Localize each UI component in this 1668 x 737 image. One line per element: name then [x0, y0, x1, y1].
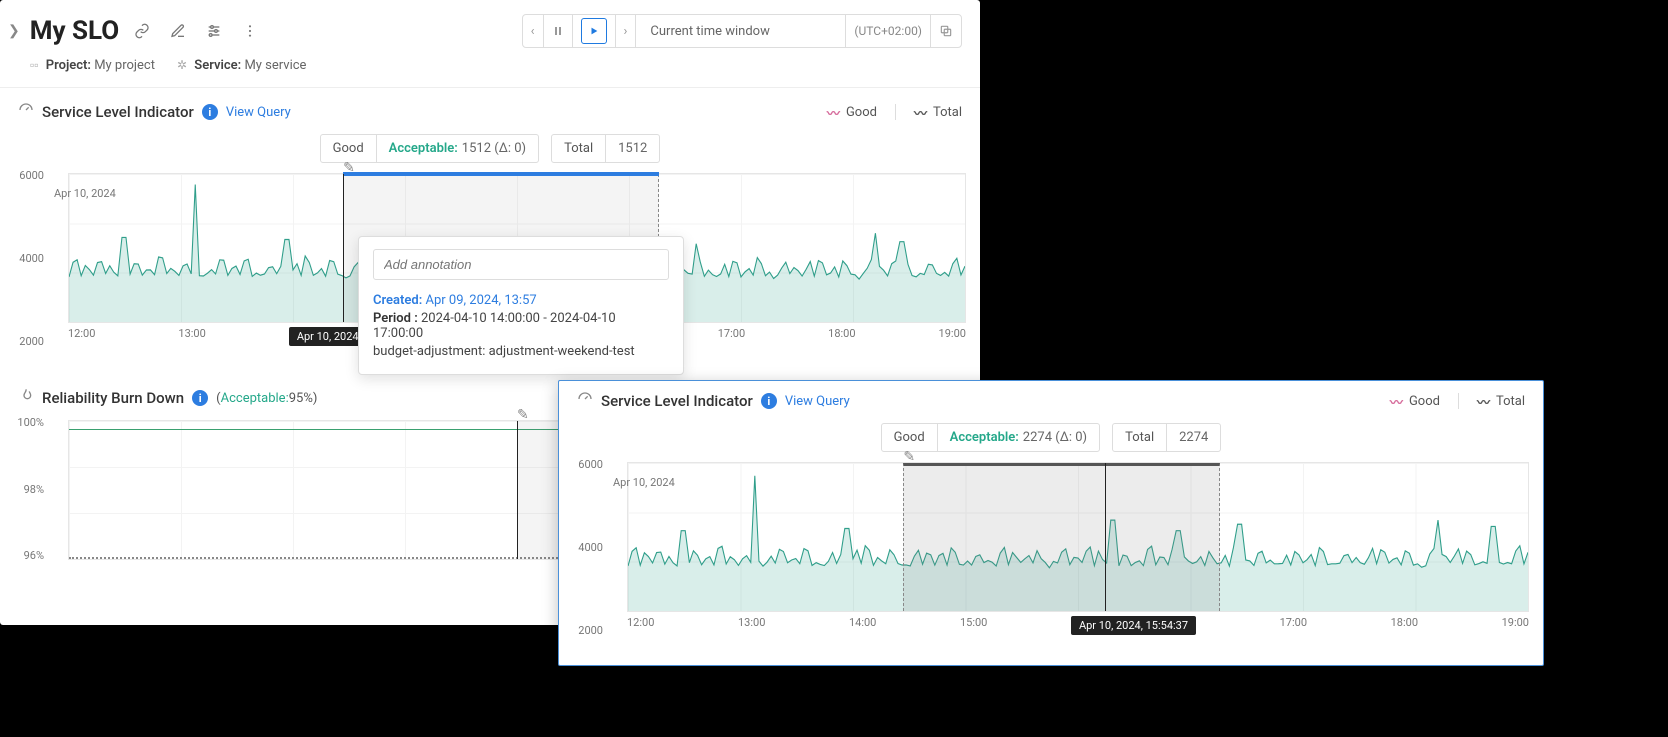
overlay-yaxis: 600040002000: [559, 456, 609, 639]
overlay-date-line: Apr 10, 2024: [613, 476, 675, 489]
gauge-icon: [577, 391, 593, 411]
page-title: My SLO: [30, 16, 120, 46]
selection-band[interactable]: [903, 463, 1220, 611]
burn-yaxis: 100%98%96%: [0, 414, 50, 564]
service-meta: ✲ Service: My service: [177, 58, 306, 73]
project-icon: ▫▫: [30, 58, 39, 72]
annotation-budget: budget-adjustment: adjustment-weekend-te…: [373, 344, 669, 359]
overlay-section-title: Service Level Indicator: [601, 392, 753, 410]
page-header: ❯ My SLO ‹ › Current time window: [0, 0, 980, 52]
legend-good[interactable]: Good: [1390, 392, 1440, 411]
time-next-button[interactable]: ›: [616, 15, 637, 47]
time-controls: ‹ › Current time window (UTC+02:00): [522, 14, 962, 48]
annotation-popover: Created: Apr 09, 2024, 13:57 Period : 20…: [358, 236, 684, 375]
pill-good[interactable]: Good: [321, 135, 377, 162]
utc-label: (UTC+02:00): [846, 15, 931, 47]
collapse-chevron-icon[interactable]: ❯: [8, 23, 20, 39]
info-icon[interactable]: i: [202, 104, 218, 120]
legend-total[interactable]: Total: [914, 103, 962, 122]
settings-sliders-icon[interactable]: [201, 18, 227, 44]
pill-acceptable[interactable]: Acceptable: 2274 (Δ: 0): [938, 424, 1099, 451]
annotation-created: Created: Apr 09, 2024, 13:57: [373, 293, 669, 308]
chart-cursor[interactable]: [1105, 463, 1106, 611]
chart-cursor[interactable]: [343, 174, 344, 322]
overlay-panel: Service Level Indicator i View Query Goo…: [558, 380, 1544, 666]
legend-total[interactable]: Total: [1477, 392, 1525, 411]
edit-icon[interactable]: [165, 18, 191, 44]
pill-total-value: 1512: [606, 135, 659, 162]
project-meta: ▫▫ Project: My project: [30, 58, 155, 73]
more-menu-icon[interactable]: [237, 18, 263, 44]
overlay-xaxis: 12:0013:0014:0015:00Apr 10, 2024, 15:54:…: [627, 612, 1529, 635]
sli-date-line: Apr 10, 2024: [54, 187, 116, 200]
overlay-chart-wrap: 600040002000 ✎ 12:0013:0014:0015:00Apr 1…: [559, 456, 1543, 639]
sli-section-header: Service Level Indicator i View Query Goo…: [0, 88, 980, 128]
time-window-label[interactable]: Current time window: [636, 15, 846, 47]
pill-acceptable[interactable]: Acceptable: 1512 (Δ: 0): [377, 135, 538, 162]
link-icon[interactable]: [129, 18, 155, 44]
time-prev-button[interactable]: ‹: [523, 15, 544, 47]
gauge-icon: [18, 102, 34, 122]
time-pause-button[interactable]: [544, 15, 573, 47]
copy-icon[interactable]: [931, 15, 961, 47]
overlay-section-header: Service Level Indicator i View Query Goo…: [559, 381, 1543, 417]
time-play-button[interactable]: [573, 15, 616, 47]
view-query-link[interactable]: View Query: [226, 105, 291, 120]
fire-icon: [18, 388, 34, 408]
pill-good[interactable]: Good: [882, 424, 938, 451]
sli-yaxis: 600040002000: [0, 167, 50, 350]
pill-total[interactable]: Total: [552, 135, 606, 162]
pill-total-value: 2274: [1167, 424, 1220, 451]
info-icon[interactable]: i: [761, 393, 777, 409]
annotation-period: Period : 2024-04-10 14:00:00 - 2024-04-1…: [373, 311, 669, 341]
view-query-link[interactable]: View Query: [785, 394, 850, 409]
legend-good[interactable]: Good: [827, 103, 877, 122]
overlay-chart[interactable]: ✎: [627, 462, 1529, 612]
overlay-stats: Good Acceptable: 2274 (Δ: 0) Total 2274: [559, 417, 1543, 456]
pill-total[interactable]: Total: [1113, 424, 1167, 451]
breadcrumb-meta: ▫▫ Project: My project ✲ Service: My ser…: [0, 52, 980, 88]
chart-cursor[interactable]: [517, 421, 518, 559]
service-icon: ✲: [177, 58, 187, 72]
burn-section-title: Reliability Burn Down: [42, 389, 184, 407]
sli-section-title: Service Level Indicator: [42, 103, 194, 121]
annotation-input[interactable]: [373, 249, 669, 280]
sli-stats: Good Acceptable: 1512 (Δ: 0) Total 1512: [0, 128, 980, 167]
info-icon[interactable]: i: [192, 390, 208, 406]
